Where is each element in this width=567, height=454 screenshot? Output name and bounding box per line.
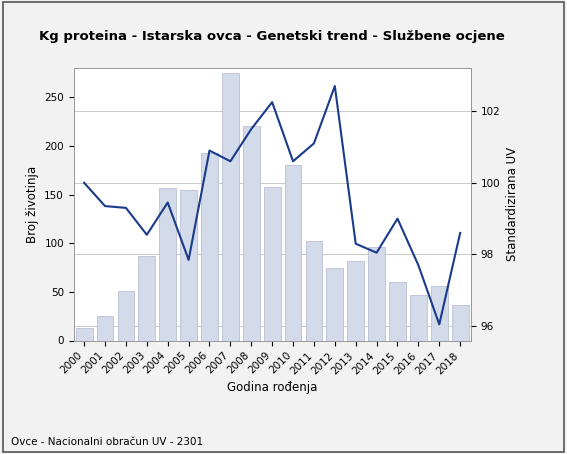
Text: Ovce - Nacionalni obračun UV - 2301: Ovce - Nacionalni obračun UV - 2301 (11, 437, 204, 447)
Bar (264, 187, 281, 340)
Bar (327, 267, 343, 340)
Y-axis label: Standardizirana UV: Standardizirana UV (506, 147, 519, 262)
Bar (180, 190, 197, 340)
Bar (389, 282, 406, 340)
Bar (431, 286, 447, 340)
Bar (117, 291, 134, 340)
Bar (452, 305, 468, 340)
Bar (159, 188, 176, 340)
Y-axis label: Broj životinja: Broj životinja (26, 166, 39, 243)
Bar (76, 328, 92, 340)
Bar (222, 73, 239, 340)
Bar (285, 165, 302, 340)
Bar (368, 247, 385, 340)
Text: Kg proteina - Istarska ovca - Genetski trend - Službene ocjene: Kg proteina - Istarska ovca - Genetski t… (39, 30, 505, 43)
X-axis label: Godina rođenja: Godina rođenja (227, 381, 318, 395)
Bar (306, 241, 322, 340)
Bar (97, 316, 113, 340)
Bar (348, 261, 364, 340)
Bar (410, 295, 427, 340)
Bar (138, 256, 155, 340)
Bar (243, 127, 260, 340)
Bar (201, 153, 218, 340)
